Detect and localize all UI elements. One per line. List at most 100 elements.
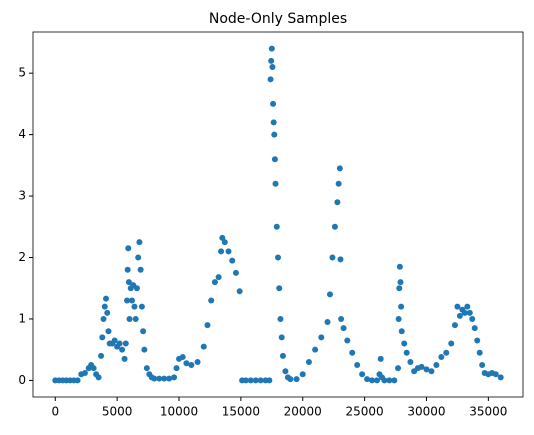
x-tick-label: 15000 [222,405,260,419]
point [131,303,138,310]
point [272,180,279,187]
point [171,374,178,381]
point [278,334,285,341]
point [423,366,430,373]
point [397,279,404,286]
point [188,362,195,369]
point [99,334,106,341]
point [391,377,398,384]
point [81,370,88,377]
point [271,156,278,163]
point [324,319,331,326]
point [373,377,380,384]
point [454,303,461,310]
point [236,288,243,295]
point [403,349,410,356]
point [335,180,342,187]
point [125,245,132,252]
point [334,199,341,206]
point [269,64,276,71]
point [401,340,408,347]
point [395,365,402,372]
point [121,355,128,362]
point [252,377,259,384]
point [98,352,105,359]
point [340,325,347,332]
y-tick-label: 4 [18,127,26,141]
point [407,358,414,365]
point [122,340,129,347]
point [326,291,333,298]
point [428,368,435,375]
x-tick-label: 5000 [102,405,133,419]
point [194,358,201,365]
point [270,100,277,107]
point [137,266,144,273]
point [215,274,222,281]
point [276,285,283,292]
point [318,334,325,341]
point [433,362,440,369]
point [156,375,163,382]
point [116,340,123,347]
point [126,315,133,322]
point [338,315,345,322]
point [161,375,168,382]
point [466,309,473,316]
point [273,223,280,230]
point [90,365,97,372]
point [277,315,284,322]
point [247,377,254,384]
point [128,297,135,304]
point [221,239,228,246]
y-tick-label: 0 [18,373,26,387]
point [271,131,278,138]
point [257,377,264,384]
point [448,340,455,347]
point [398,303,405,310]
point [204,322,211,329]
point [225,248,232,255]
point [369,377,376,384]
point [151,375,158,382]
point [229,257,236,264]
y-tick-label: 1 [18,311,26,325]
point [270,119,277,126]
point [305,358,312,365]
point [103,295,110,302]
axes-frame [32,31,524,398]
x-tick-label: 20000 [284,405,322,419]
point [143,365,150,372]
point [141,346,148,353]
point [456,312,463,319]
point [95,374,102,381]
point [140,328,147,335]
point [133,285,140,292]
y-tick-label: 5 [18,66,26,80]
point [492,371,499,378]
point [173,365,180,372]
point [242,377,249,384]
x-tick-label: 30000 [407,405,445,419]
point [119,346,126,353]
point [331,223,338,230]
point [396,285,403,292]
point [497,374,504,381]
point [279,352,286,359]
point [438,354,445,361]
x-tick-label: 0 [51,405,59,419]
point [336,165,343,172]
point [349,349,356,356]
point [74,377,81,384]
point [344,337,351,344]
point [232,269,239,276]
point [461,309,468,316]
point [266,377,273,384]
point [354,362,361,369]
point [125,279,132,286]
x-tick-label: 35000 [469,405,507,419]
point [275,254,281,261]
point [469,315,476,322]
point [268,57,275,64]
